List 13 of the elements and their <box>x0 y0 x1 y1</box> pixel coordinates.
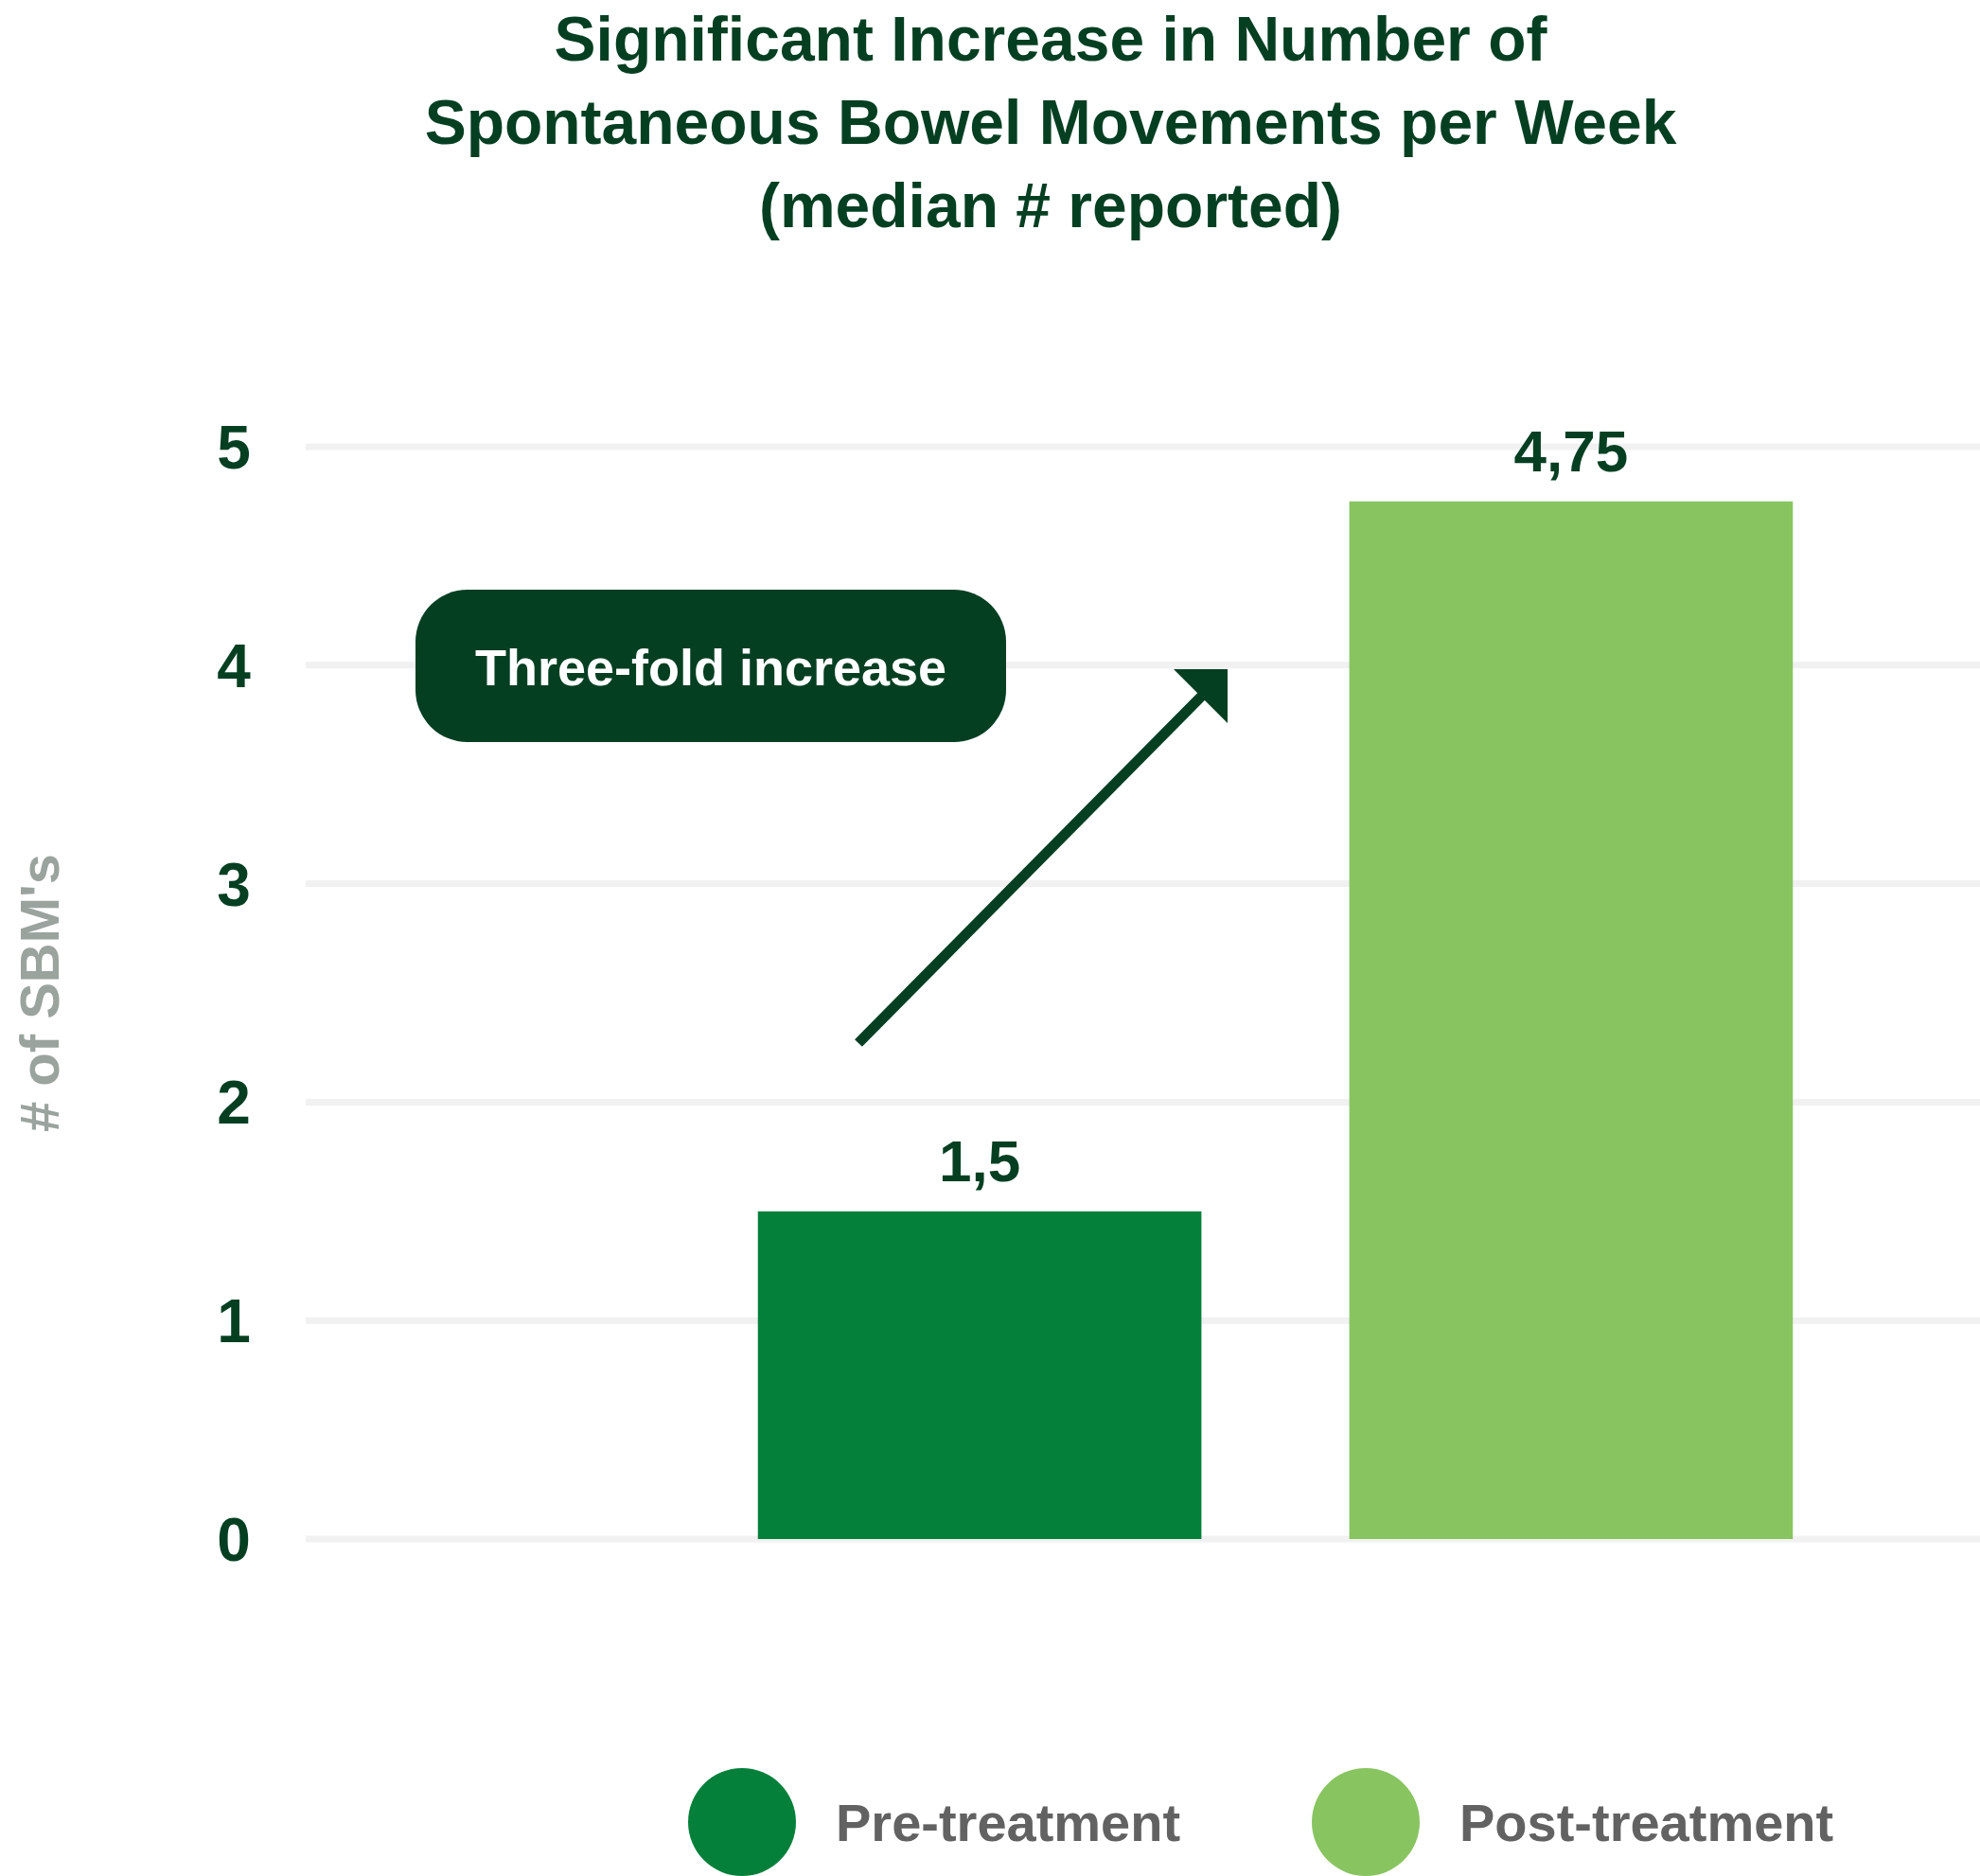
y-tick-label: 3 <box>217 850 251 919</box>
y-tick-label: 0 <box>217 1506 251 1575</box>
y-axis-title: # of SBM's <box>9 853 70 1133</box>
data-label: 1,5 <box>938 1127 1021 1194</box>
y-tick-label: 5 <box>217 414 251 483</box>
y-tick-label: 4 <box>217 631 252 700</box>
legend-label: Post-treatment <box>1459 1793 1834 1853</box>
annotation: Three-fold increase <box>474 639 947 697</box>
y-tick-label: 1 <box>217 1287 251 1356</box>
data-label: 4,75 <box>1513 417 1629 484</box>
legend-label: Pre-treatment <box>836 1793 1181 1853</box>
y-tick-label: 2 <box>217 1069 251 1138</box>
chart-title: Significant Increase in Number of Spontaneous Bowel Movements per Week (median # reported) <box>424 4 1677 240</box>
